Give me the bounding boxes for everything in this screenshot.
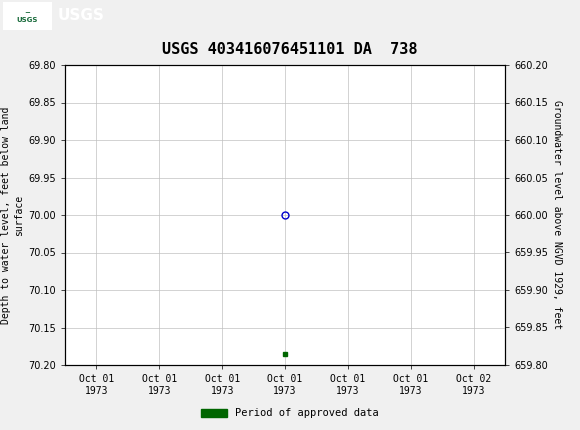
Text: USGS 403416076451101 DA  738: USGS 403416076451101 DA 738 [162,43,418,58]
Legend: Period of approved data: Period of approved data [197,404,383,423]
Y-axis label: Depth to water level, feet below land
surface: Depth to water level, feet below land su… [1,106,24,324]
Text: USGS: USGS [58,9,105,24]
FancyBboxPatch shape [3,2,52,31]
Y-axis label: Groundwater level above NGVD 1929, feet: Groundwater level above NGVD 1929, feet [552,101,562,329]
Text: ~
USGS: ~ USGS [17,9,38,22]
